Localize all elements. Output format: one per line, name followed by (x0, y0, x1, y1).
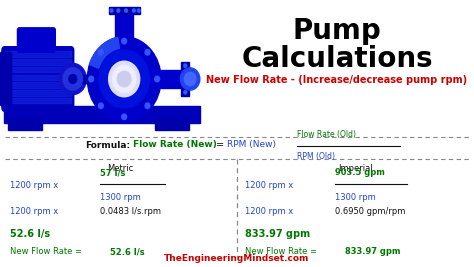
Text: 0.6950 gpm/rpm: 0.6950 gpm/rpm (335, 207, 405, 217)
Text: Pump: Pump (292, 17, 382, 45)
Circle shape (99, 50, 149, 108)
Text: 0.0483 l/s.rpm: 0.0483 l/s.rpm (100, 207, 161, 217)
Circle shape (132, 9, 135, 12)
Text: Flow Rate (Old): Flow Rate (Old) (297, 130, 356, 139)
FancyBboxPatch shape (71, 74, 88, 83)
FancyBboxPatch shape (116, 10, 133, 39)
Text: 57 l/s: 57 l/s (100, 168, 126, 177)
Circle shape (87, 37, 161, 121)
Text: Metric: Metric (107, 164, 133, 173)
FancyBboxPatch shape (8, 119, 42, 130)
Circle shape (184, 64, 187, 67)
Circle shape (59, 64, 86, 95)
Circle shape (118, 71, 131, 87)
Text: 903.5 gpm: 903.5 gpm (335, 168, 385, 177)
FancyBboxPatch shape (0, 52, 12, 106)
Circle shape (184, 91, 187, 94)
Circle shape (63, 68, 82, 90)
Text: RPM (New): RPM (New) (227, 140, 276, 150)
FancyBboxPatch shape (159, 70, 184, 88)
Text: TheEngineeringMindset.com: TheEngineeringMindset.com (164, 254, 310, 263)
Text: 1200 rpm x: 1200 rpm x (245, 207, 293, 217)
FancyBboxPatch shape (5, 82, 71, 88)
FancyBboxPatch shape (109, 7, 140, 14)
Text: Flow Rate (New): Flow Rate (New) (133, 140, 217, 150)
Text: New Flow Rate - (Increase/decrease pump rpm): New Flow Rate - (Increase/decrease pump … (207, 75, 467, 85)
Circle shape (99, 103, 103, 108)
Text: 52.6 l/s: 52.6 l/s (110, 248, 145, 257)
Circle shape (89, 76, 93, 82)
FancyBboxPatch shape (5, 90, 71, 96)
Text: Formula:: Formula: (85, 140, 130, 150)
FancyBboxPatch shape (5, 59, 71, 65)
Circle shape (181, 68, 200, 90)
Circle shape (117, 9, 120, 12)
Circle shape (155, 76, 160, 82)
Text: Calculations: Calculations (241, 45, 433, 73)
FancyBboxPatch shape (155, 119, 189, 130)
Circle shape (69, 74, 77, 83)
Circle shape (122, 38, 127, 44)
FancyBboxPatch shape (5, 74, 71, 80)
FancyBboxPatch shape (5, 98, 71, 104)
FancyBboxPatch shape (18, 28, 55, 52)
Text: New Flow Rate =: New Flow Rate = (245, 248, 319, 257)
Circle shape (112, 66, 136, 92)
Text: Imperial: Imperial (337, 164, 372, 173)
FancyBboxPatch shape (2, 47, 74, 111)
Circle shape (184, 72, 196, 86)
Text: 833.97 gpm: 833.97 gpm (345, 248, 401, 257)
Circle shape (110, 9, 113, 12)
Circle shape (122, 114, 127, 120)
Text: RPM (Old): RPM (Old) (297, 152, 335, 161)
Text: 52.6 l/s: 52.6 l/s (10, 229, 50, 239)
Circle shape (125, 9, 128, 12)
Wedge shape (90, 37, 119, 68)
Circle shape (137, 9, 140, 12)
Circle shape (184, 73, 187, 76)
Text: 1300 rpm: 1300 rpm (335, 193, 376, 202)
FancyBboxPatch shape (4, 106, 200, 123)
Circle shape (145, 103, 150, 108)
Circle shape (99, 49, 103, 55)
Text: 1200 rpm x: 1200 rpm x (245, 180, 293, 190)
FancyBboxPatch shape (5, 67, 71, 72)
Text: 1200 rpm x: 1200 rpm x (10, 207, 58, 217)
Circle shape (184, 82, 187, 85)
Text: =: = (216, 140, 224, 150)
Circle shape (109, 61, 140, 97)
Circle shape (145, 49, 150, 55)
Text: 1200 rpm x: 1200 rpm x (10, 180, 58, 190)
Text: 1300 rpm: 1300 rpm (100, 193, 141, 202)
Text: 833.97 gpm: 833.97 gpm (245, 229, 310, 239)
FancyBboxPatch shape (182, 62, 189, 96)
Text: New Flow Rate =: New Flow Rate = (10, 248, 85, 257)
FancyBboxPatch shape (5, 51, 71, 57)
